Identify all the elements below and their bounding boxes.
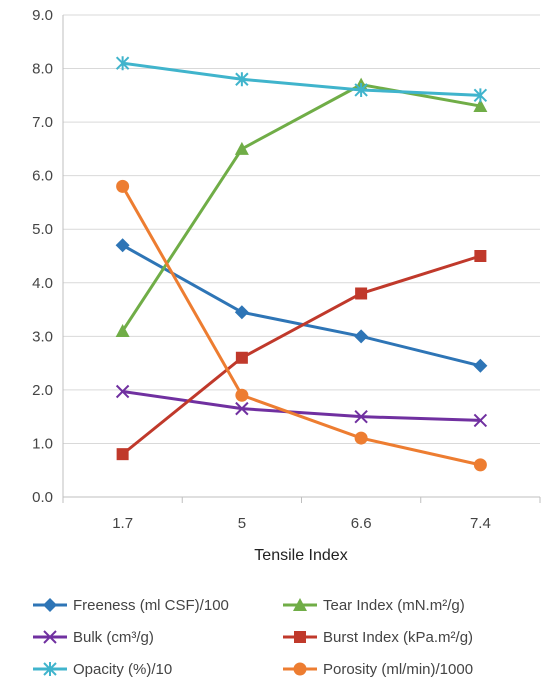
series-4 (115, 56, 488, 103)
data-point (354, 409, 368, 424)
x-axis-title: Tensile Index (254, 547, 347, 564)
y-tick-label: 8.0 (32, 61, 53, 78)
series-5 (116, 179, 487, 472)
y-tick-label: 5.0 (32, 221, 53, 238)
data-point (116, 179, 130, 193)
legend-marker (43, 598, 57, 612)
series-line (121, 389, 482, 422)
legend-item: Freeness (ml CSF)/100 (33, 597, 229, 614)
y-tick-label: 7.0 (32, 114, 53, 131)
y-tick-label: 3.0 (32, 328, 53, 345)
legend-marker (43, 662, 57, 676)
data-point (115, 384, 130, 399)
data-point (473, 458, 487, 472)
data-point (355, 287, 368, 300)
y-tick-label: 9.0 (32, 7, 53, 24)
data-point (473, 88, 488, 103)
data-point (354, 82, 368, 97)
series-1 (115, 77, 488, 337)
x-tick-label: 7.4 (470, 515, 491, 532)
y-tick-label: 6.0 (32, 168, 53, 185)
y-tick-label: 4.0 (32, 275, 53, 292)
legend-item: Bulk (cm³/g) (33, 629, 154, 646)
data-point (235, 72, 249, 87)
legend-item: Tear Index (mN.m²/g) (283, 597, 465, 614)
series-line (121, 83, 482, 333)
data-point (474, 250, 487, 262)
series-line (121, 254, 482, 456)
data-point (473, 413, 488, 428)
data-point (354, 431, 368, 445)
series-plot-area (115, 56, 488, 472)
y-tick-label: 2.0 (32, 382, 53, 399)
data-point (115, 323, 130, 337)
legend-marker (294, 631, 306, 643)
data-point (116, 448, 129, 461)
gridlines (63, 14, 540, 498)
y-tick-label: 1.0 (32, 435, 53, 452)
legend-label: Burst Index (kPa.m²/g) (323, 629, 473, 646)
series-line (121, 243, 482, 368)
legend-marker (293, 662, 307, 676)
legend: Freeness (ml CSF)/100 Tear Index (mN.m²/g… (33, 597, 473, 678)
data-point (354, 329, 369, 344)
axes: 0.0 1.0 2.0 3.0 4.0 5.0 6.0 7.0 8.0 9.0 1.7 5 6.6 7.4 (32, 7, 541, 532)
legend-label: Opacity (%)/10 (73, 661, 172, 678)
series-line (121, 61, 482, 97)
legend-marker (293, 598, 307, 611)
legend-label: Bulk (cm³/g) (73, 629, 154, 646)
data-point (235, 388, 249, 402)
data-point (234, 141, 249, 155)
legend-label: Freeness (ml CSF)/100 (73, 597, 229, 614)
legend-label: Tear Index (mN.m²/g) (323, 597, 465, 614)
data-point (473, 358, 488, 373)
y-tick-label: 0.0 (32, 489, 53, 506)
legend-item: Burst Index (kPa.m²/g) (283, 629, 473, 646)
data-point (115, 238, 130, 253)
x-tick-label: 6.6 (351, 515, 372, 532)
data-point (115, 56, 130, 71)
legend-item: Porosity (ml/min)/1000 (283, 661, 473, 678)
data-point (234, 305, 249, 320)
x-tick-label: 5 (238, 515, 246, 532)
data-point (235, 401, 249, 416)
data-point (235, 351, 248, 364)
series-line (121, 184, 482, 467)
series-3 (116, 250, 487, 461)
legend-item: Opacity (%)/10 (33, 661, 172, 678)
legend-label: Porosity (ml/min)/1000 (323, 661, 473, 678)
x-tick-label: 1.7 (112, 515, 133, 532)
data-point (473, 99, 488, 113)
series-2 (115, 384, 488, 428)
legend-marker (43, 630, 57, 644)
